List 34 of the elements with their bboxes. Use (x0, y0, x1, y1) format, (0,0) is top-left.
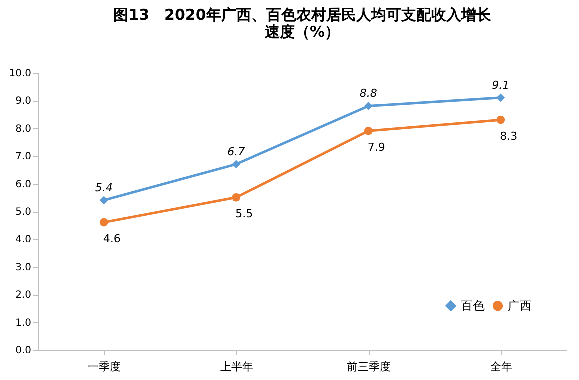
data-label: 6.7 (228, 145, 246, 158)
x-tick-label: 上半年 (220, 360, 254, 374)
y-tick-label: 8.0 (16, 124, 32, 135)
data-label: 9.1 (492, 78, 510, 92)
data-label: 4.6 (103, 232, 121, 246)
legend-label: 广西 (508, 299, 532, 314)
y-tick-label: 7.0 (16, 152, 32, 163)
chart-title: 图13 2020年广西、百色农村居民人均可支配收入增长速度（%） (114, 6, 492, 41)
point (364, 102, 373, 110)
data-label: 7.9 (368, 141, 386, 154)
point (232, 160, 241, 169)
y-tick-label: 2.0 (16, 290, 32, 302)
y-tick-label: 5.0 (16, 207, 32, 218)
point (100, 196, 108, 205)
data-label: 5.4 (95, 181, 113, 194)
point (496, 94, 506, 102)
y-tick-label: 1.0 (16, 318, 32, 329)
data-label: 8.8 (360, 87, 378, 100)
x-tick-label: 前三季度 (347, 360, 392, 374)
y-tick-label: 9.0 (16, 96, 32, 108)
point (364, 126, 373, 136)
y-tick-label: 0.0 (16, 346, 32, 356)
point (100, 218, 108, 227)
y-tick-label: 3.0 (16, 262, 32, 274)
x-tick-label: 全年 (490, 360, 512, 374)
point (496, 116, 506, 124)
y-tick-label: 4.0 (16, 234, 32, 246)
point (232, 193, 241, 202)
x-tick-label: 一季度 (88, 360, 122, 374)
data-label: 8.3 (500, 130, 518, 144)
y-tick-label: 6.0 (16, 179, 32, 190)
legend-label: 百色 (461, 299, 485, 314)
y-tick-label: 10.0 (9, 68, 32, 80)
data-label: 5.5 (236, 208, 254, 221)
